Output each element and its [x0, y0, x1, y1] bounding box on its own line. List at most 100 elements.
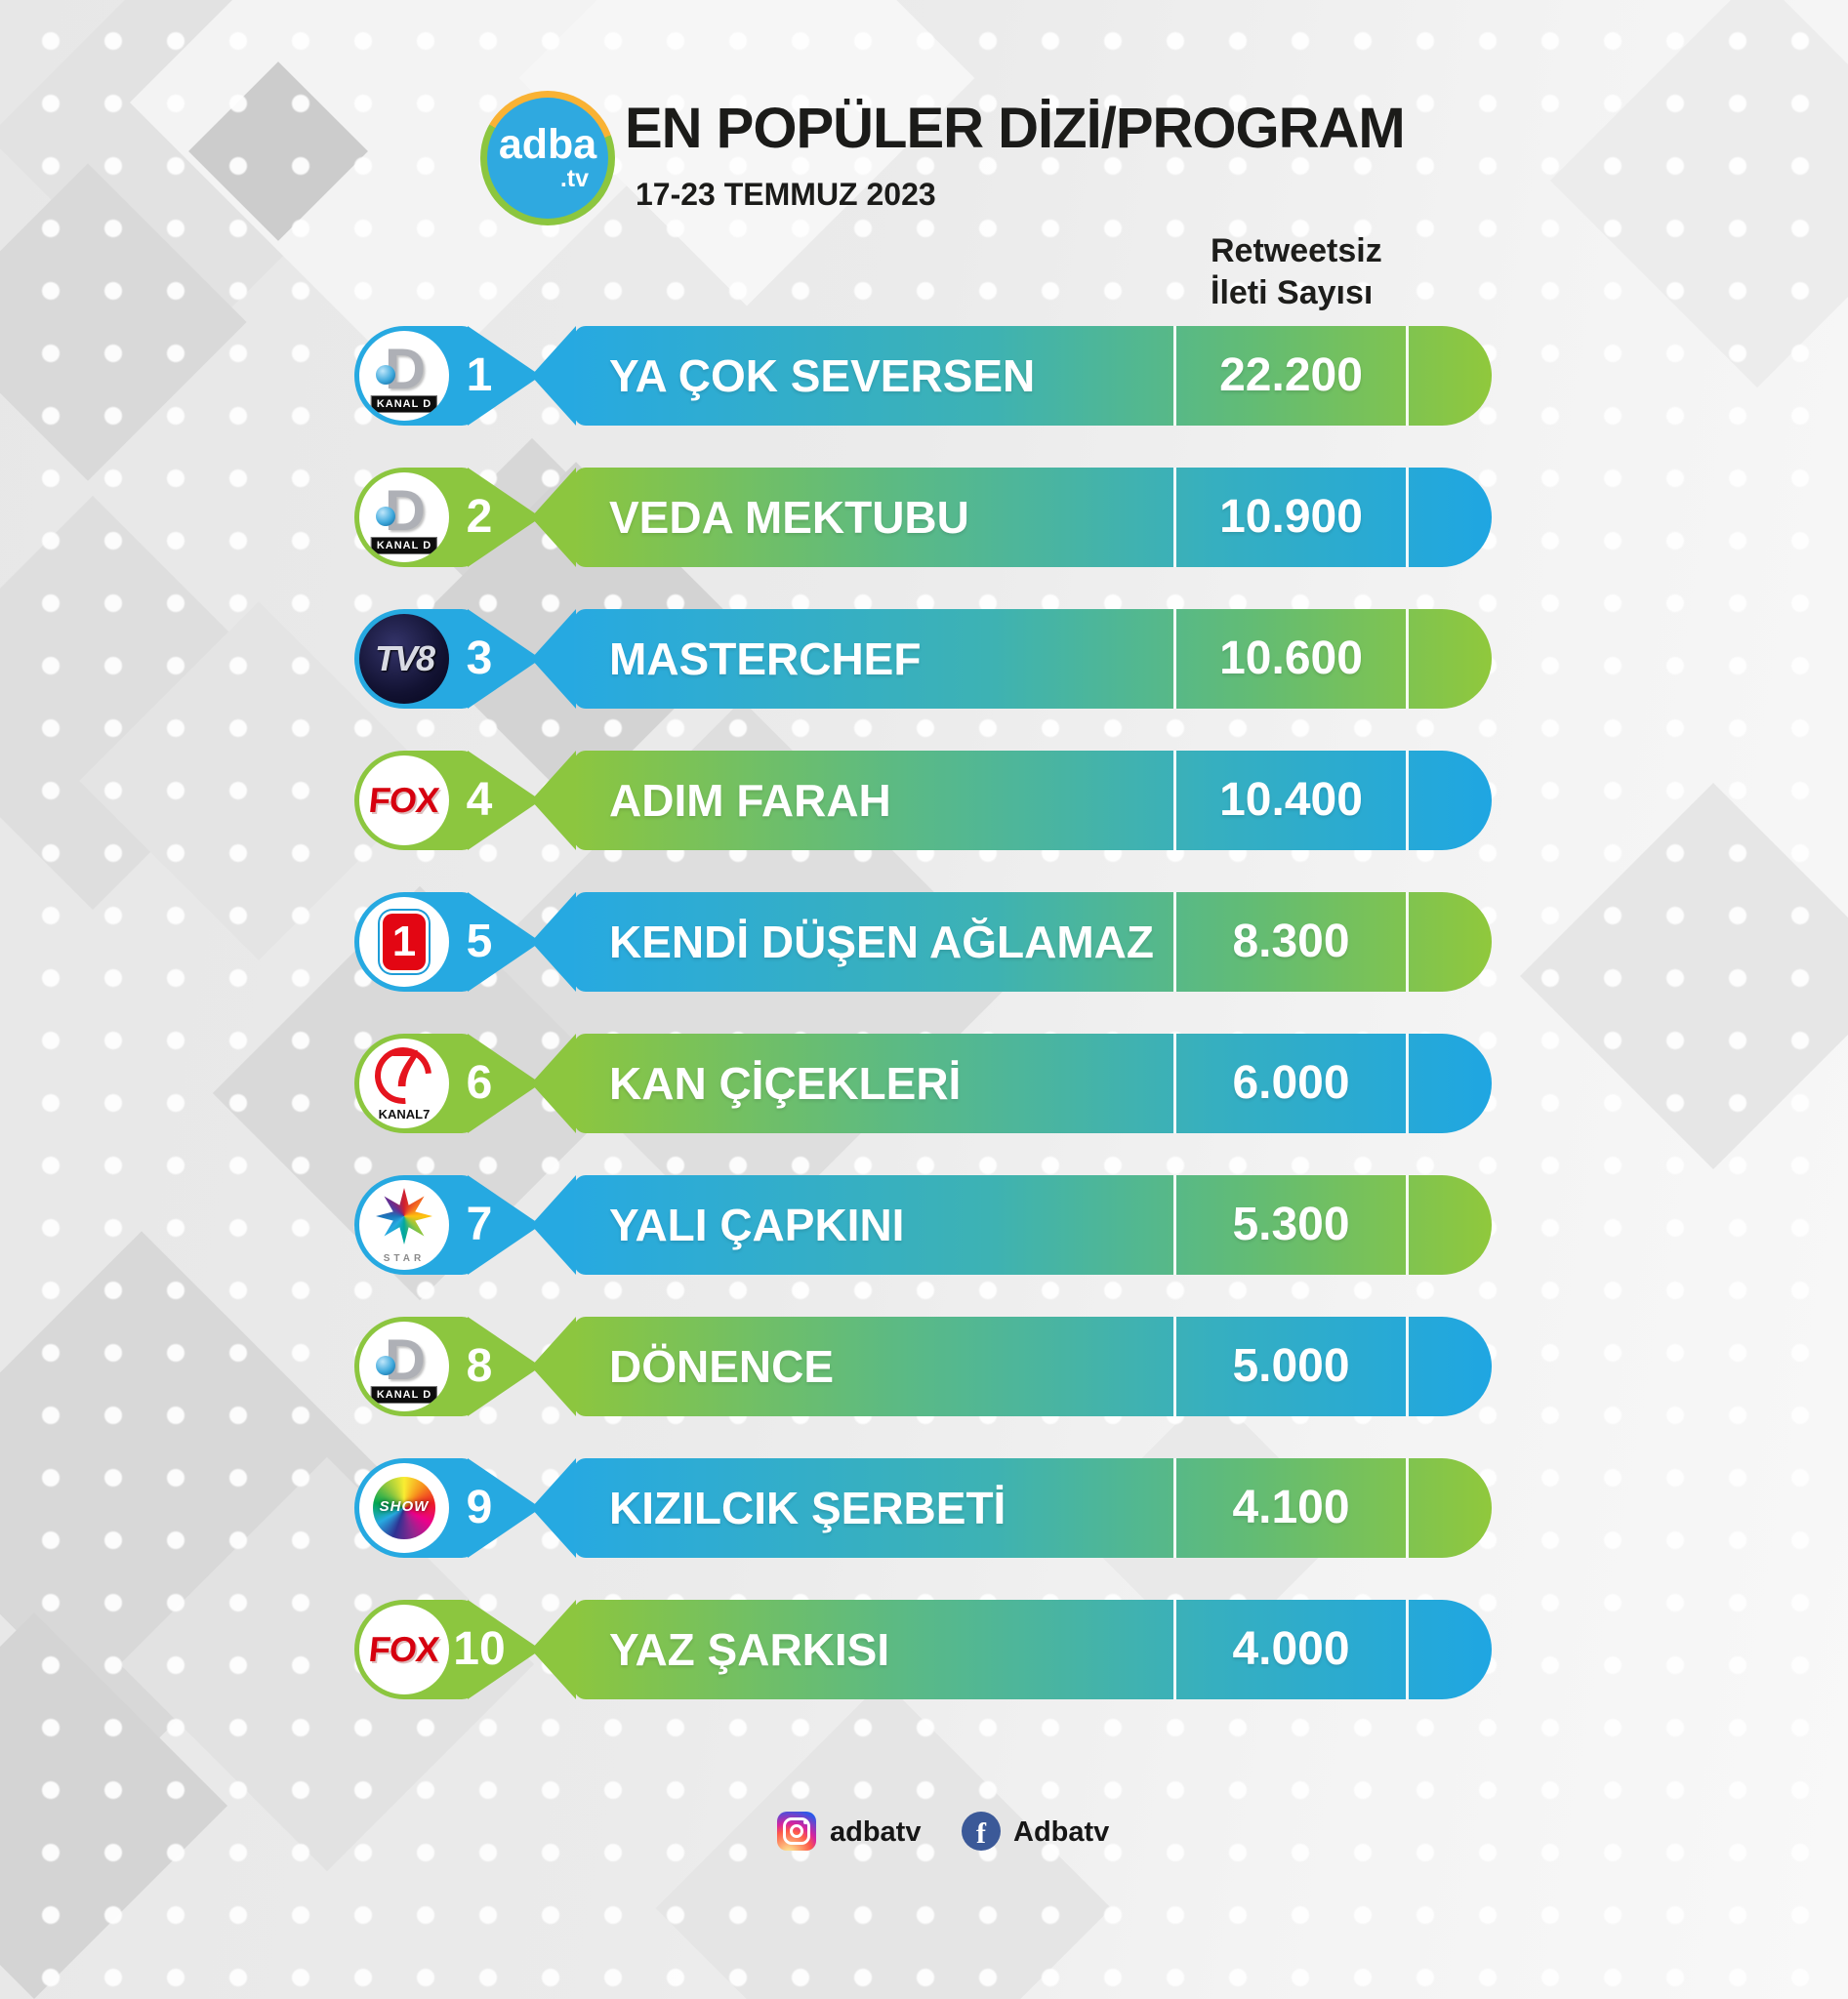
divider: [1173, 1317, 1176, 1416]
star-icon: [376, 1188, 432, 1244]
ranking-row-9: SHOW 9 KIZILCIK ŞERBETİ 4.100: [354, 1458, 1492, 1558]
value-column-header: Retweetsiz İleti Sayısı: [1211, 230, 1382, 314]
show-name: ADIM FARAH: [609, 775, 891, 826]
ranking-bar: MASTERCHEF 10.600: [531, 609, 1492, 709]
kanal-d-sphere-icon: [376, 365, 395, 385]
divider: [1406, 468, 1409, 567]
bar-endcap: [1409, 1317, 1492, 1416]
bar-pill: YALI ÇAPKINI 5.300: [574, 1175, 1492, 1275]
rank-number: 3: [466, 632, 493, 684]
divider: [1173, 468, 1176, 567]
show-tv-logo: SHOW: [359, 1463, 449, 1553]
show-name: KIZILCIK ŞERBETİ: [609, 1483, 1006, 1533]
rank-number: 9: [466, 1482, 493, 1533]
kanal-d-caption: KANAL D: [370, 537, 438, 554]
ranking-row-7: STAR 7 YALI ÇAPKINI 5.300: [354, 1175, 1492, 1275]
divider: [1173, 1458, 1176, 1558]
rank-number: 2: [466, 491, 493, 543]
value-column-header-line2: İleti Sayısı: [1211, 274, 1374, 311]
show-name: YAZ ŞARKISI: [609, 1624, 890, 1675]
fox-logo: FOX: [359, 1605, 449, 1694]
show-tv-logo-text: SHOW: [379, 1498, 430, 1515]
bar-pill: DÖNENCE 5.000: [574, 1317, 1492, 1416]
tweet-count: 10.600: [1219, 632, 1363, 684]
rank-badge: TV8 3: [354, 609, 541, 709]
trt1-logo-box: 1: [383, 914, 426, 970]
ranking-row-2: D KANAL D 2 VEDA MEKTUBU 10.900: [354, 468, 1492, 567]
ranking-bar: YA ÇOK SEVERSEN 22.200: [531, 326, 1492, 426]
tv8-logo: TV8: [359, 614, 449, 704]
rank-badge: STAR 7: [354, 1175, 541, 1275]
divider: [1406, 1458, 1409, 1558]
instagram-handle: adbatv: [830, 1816, 922, 1848]
instagram-icon-lens: [790, 1824, 803, 1838]
star-tv-logo: STAR: [359, 1180, 449, 1270]
bar-notch: [531, 1175, 576, 1275]
fox-logo-text: FOX: [367, 1629, 441, 1669]
kanal-d-caption: KANAL D: [370, 1386, 438, 1404]
instagram-icon-dot: [803, 1820, 807, 1824]
page-title: EN POPÜLER DİZİ/PROGRAM: [625, 97, 1406, 160]
facebook-handle: Adbatv: [1013, 1816, 1110, 1848]
trt1-logo: 1: [359, 897, 449, 987]
rank-badge: D KANAL D 2: [354, 468, 541, 567]
bar-endcap: [1409, 1175, 1492, 1275]
divider: [1173, 1175, 1176, 1275]
ranking-row-10: FOX 10 YAZ ŞARKISI 4.000: [354, 1600, 1492, 1699]
ranking-bar: DÖNENCE 5.000: [531, 1317, 1492, 1416]
divider: [1406, 326, 1409, 426]
facebook-icon: f: [962, 1812, 1001, 1851]
rank-badge: SHOW 9: [354, 1458, 541, 1558]
bar-endcap: [1409, 892, 1492, 992]
show-name: YALI ÇAPKINI: [609, 1200, 905, 1250]
kanal-d-sphere-icon: [376, 1356, 395, 1375]
divider: [1173, 326, 1176, 426]
divider: [1406, 1600, 1409, 1699]
bar-notch: [531, 892, 576, 992]
tweet-count: 4.000: [1232, 1623, 1350, 1675]
bar-endcap: [1409, 468, 1492, 567]
ranking-row-5: 1 5 KENDİ DÜŞEN AĞLAMAZ 8.300: [354, 892, 1492, 992]
divider: [1173, 1600, 1176, 1699]
bar-pill: YAZ ŞARKISI 4.000: [574, 1600, 1492, 1699]
bar-notch: [531, 1600, 576, 1699]
ranking-bar: KENDİ DÜŞEN AĞLAMAZ 8.300: [531, 892, 1492, 992]
footer: adbatv f Adbatv: [0, 1806, 1848, 1864]
ranking-row-6: 7 KANAL7 6 KAN ÇİÇEKLERİ 6.000: [354, 1034, 1492, 1133]
bar-endcap: [1409, 1034, 1492, 1133]
fox-logo-text: FOX: [367, 780, 441, 820]
rank-badge: FOX 10: [354, 1600, 541, 1699]
rank-number: 1: [466, 349, 493, 401]
bar-pill: KIZILCIK ŞERBETİ 4.100: [574, 1458, 1492, 1558]
bar-notch: [531, 751, 576, 850]
kanal-d-sphere-icon: [376, 507, 395, 526]
rank-badge: D KANAL D 1: [354, 326, 541, 426]
bar-endcap: [1409, 751, 1492, 850]
kanal7-digit: 7: [390, 1040, 421, 1098]
rank-number: 8: [466, 1340, 493, 1392]
bar-notch: [531, 326, 576, 426]
tweet-count: 8.300: [1232, 916, 1350, 967]
bar-notch: [531, 1458, 576, 1558]
bar-pill: KENDİ DÜŞEN AĞLAMAZ 8.300: [574, 892, 1492, 992]
divider: [1173, 751, 1176, 850]
ranking-bar: ADIM FARAH 10.400: [531, 751, 1492, 850]
trt1-logo-number: 1: [391, 918, 417, 965]
show-name: MASTERCHEF: [609, 633, 922, 684]
star-caption: STAR: [383, 1253, 426, 1264]
rank-number: 4: [466, 774, 493, 826]
divider: [1173, 1034, 1176, 1133]
show-name: KAN ÇİÇEKLERİ: [609, 1058, 962, 1109]
divider: [1406, 609, 1409, 709]
ranking-bar: KIZILCIK ŞERBETİ 4.100: [531, 1458, 1492, 1558]
bar-notch: [531, 468, 576, 567]
tweet-count: 10.900: [1219, 491, 1363, 543]
kanal-d-logo: D KANAL D: [359, 331, 449, 421]
rank-badge: 7 KANAL7 6: [354, 1034, 541, 1133]
instagram-icon: [777, 1812, 816, 1851]
divider: [1173, 609, 1176, 709]
kanal-d-caption: KANAL D: [370, 395, 438, 413]
bar-pill: KAN ÇİÇEKLERİ 6.000: [574, 1034, 1492, 1133]
